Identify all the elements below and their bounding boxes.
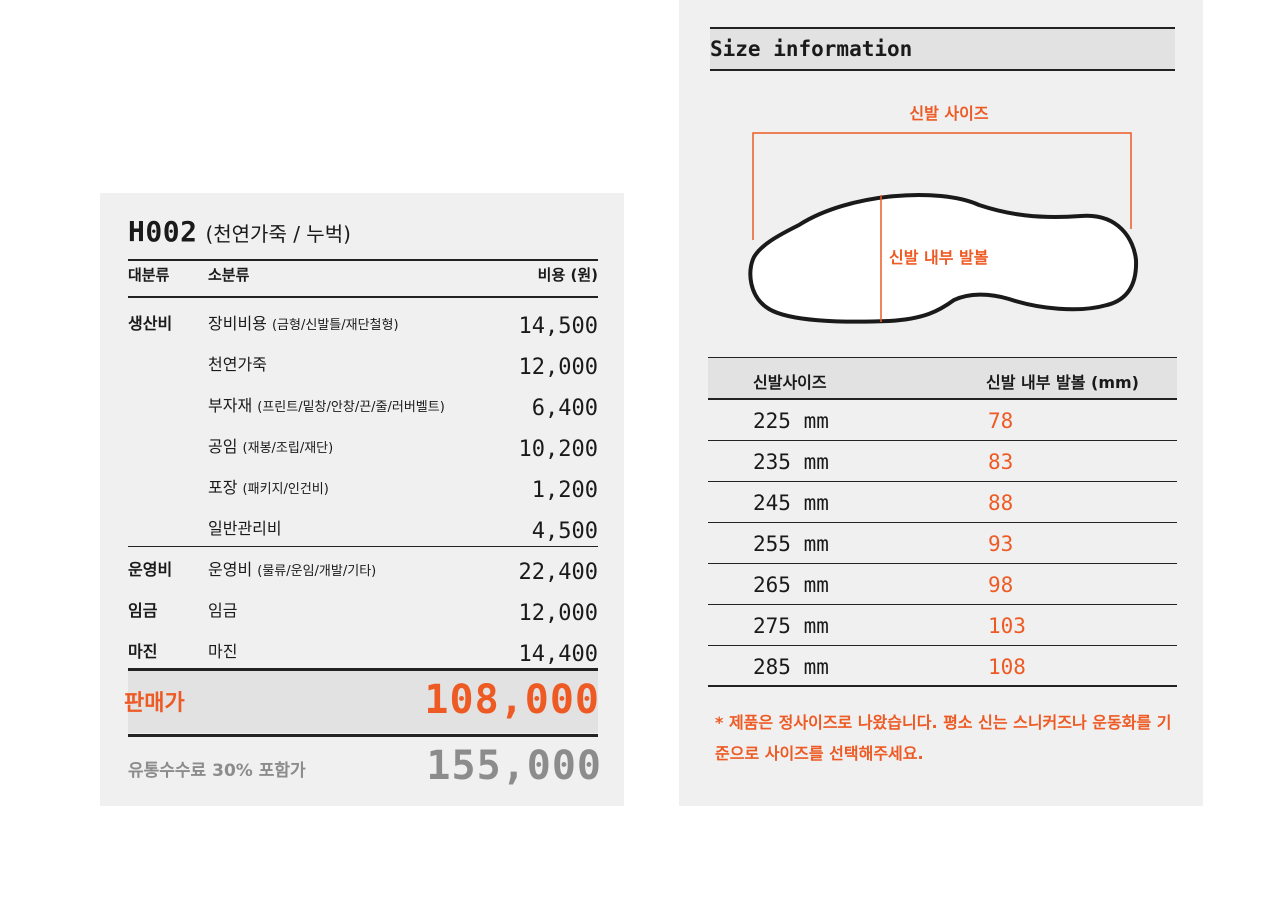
cost-row: 운영비 운영비 (물류/운임/개발/기타) 22,400 — [128, 550, 598, 590]
cost-item: 일반관리비 — [208, 519, 282, 538]
cost-item: 부자재 (프린트/밑창/안창/끈/줄/러버벨트) — [208, 396, 445, 415]
cost-amount: 12,000 — [518, 355, 598, 380]
shoe-length-label: 신발 사이즈 — [909, 104, 988, 123]
size-row: 235 mm 83 — [708, 441, 1177, 482]
size-row: 285 mm 108 — [708, 646, 1177, 687]
inner-width-value: 78 — [988, 409, 1014, 433]
shoe-size-value: 275 mm — [753, 614, 829, 638]
shoe-sole-outline — [748, 192, 1139, 324]
product-code: H002 — [128, 215, 198, 248]
cost-row: 포장 (패키지/인건비) 1,200 — [128, 468, 598, 508]
section-divider — [128, 546, 598, 547]
header-shoe-size: 신발사이즈 — [753, 373, 827, 392]
cost-row: 일반관리비 4,500 — [128, 509, 598, 549]
product-title: H002 (천연가죽 / 누벅) — [128, 215, 351, 248]
cost-item: 장비비용 (금형/신발틀/재단철형) — [208, 314, 399, 333]
cost-amount: 1,200 — [531, 478, 598, 503]
size-row: 275 mm 103 — [708, 605, 1177, 646]
cost-item: 공임 (재봉/조립/재단) — [208, 437, 334, 456]
shoe-width-label: 신발 내부 발볼 — [889, 248, 989, 267]
cost-amount: 22,400 — [518, 560, 598, 585]
sale-bottom-rule — [128, 734, 598, 737]
header-inner-width: 신발 내부 발볼 (mm) — [986, 373, 1139, 392]
product-material: (천연가죽 / 누벅) — [205, 222, 351, 246]
sale-price-label: 판매가 — [124, 691, 185, 716]
cost-item: 임금 — [208, 601, 238, 620]
cost-item: 포장 (패키지/인건비) — [208, 478, 329, 497]
cost-breakdown-card: H002 (천연가죽 / 누벅) 대분류 소분류 비용 (원) 생산비 장비비용 … — [100, 193, 624, 806]
inner-width-value: 98 — [988, 573, 1014, 597]
retail-price-label: 유통수수료 30% 포함가 — [128, 761, 306, 781]
cost-category: 임금 — [128, 601, 158, 620]
cost-row: 천연가죽 12,000 — [128, 345, 598, 385]
header-category: 대분류 — [128, 266, 170, 284]
inner-width-value: 88 — [988, 491, 1014, 515]
cost-row: 생산비 장비비용 (금형/신발틀/재단철형) 14,500 — [128, 304, 598, 344]
cost-row: 마진 마진 14,400 — [128, 632, 598, 672]
shoe-size-value: 255 mm — [753, 532, 829, 556]
header-top-rule — [128, 259, 598, 261]
shoe-size-value: 285 mm — [753, 655, 829, 679]
size-row: 245 mm 88 — [708, 482, 1177, 523]
cost-amount: 14,400 — [518, 642, 598, 667]
shoe-size-value: 225 mm — [753, 409, 829, 433]
sale-top-rule — [128, 668, 598, 671]
cost-amount: 12,000 — [518, 601, 598, 626]
cost-category: 마진 — [128, 642, 158, 661]
size-row: 265 mm 98 — [708, 564, 1177, 605]
shoe-size-value: 245 mm — [753, 491, 829, 515]
cost-amount: 4,500 — [531, 519, 598, 544]
inner-width-value: 103 — [988, 614, 1026, 638]
length-bracket — [752, 132, 1132, 240]
cost-amount: 6,400 — [531, 396, 598, 421]
sale-price-value: 108,000 — [424, 677, 600, 723]
shoe-size-diagram: 신발 사이즈 신발 내부 발볼 — [748, 104, 1139, 324]
inner-width-value: 83 — [988, 450, 1014, 474]
header-bottom-rule — [128, 296, 598, 298]
header-cost: 비용 (원) — [537, 266, 598, 284]
cost-row: 공임 (재봉/조립/재단) 10,200 — [128, 427, 598, 467]
size-note: * 제품은 정사이즈로 나왔습니다. 평소 신는 스니커즈나 운동화를 기준으로… — [715, 713, 1172, 763]
size-title: Size information — [710, 37, 913, 61]
retail-price-value: 155,000 — [426, 743, 602, 789]
size-row: 255 mm 93 — [708, 523, 1177, 564]
header-subcategory: 소분류 — [208, 266, 250, 284]
cost-amount: 10,200 — [518, 437, 598, 462]
cost-row: 부자재 (프린트/밑창/안창/끈/줄/러버벨트) 6,400 — [128, 386, 598, 426]
size-information-card: Size information 신발 사이즈 신발 내부 발볼 신발사이즈 신… — [679, 0, 1203, 806]
size-row: 225 mm 78 — [708, 400, 1177, 441]
inner-width-value: 108 — [988, 655, 1026, 679]
size-table-header: 신발사이즈 신발 내부 발볼 (mm) — [708, 357, 1177, 400]
cost-row: 임금 임금 12,000 — [128, 591, 598, 631]
size-title-band: Size information — [710, 27, 1175, 71]
shoe-size-value: 265 mm — [753, 573, 829, 597]
cost-category: 운영비 — [128, 560, 173, 579]
shoe-size-value: 235 mm — [753, 450, 829, 474]
cost-item: 운영비 (물류/운임/개발/기타) — [208, 560, 377, 579]
cost-category: 생산비 — [128, 314, 173, 333]
cost-item: 마진 — [208, 642, 238, 661]
sale-price-band: 판매가 108,000 — [124, 671, 600, 733]
cost-item: 천연가죽 — [208, 355, 267, 374]
inner-width-value: 93 — [988, 532, 1014, 556]
cost-amount: 14,500 — [518, 314, 598, 339]
